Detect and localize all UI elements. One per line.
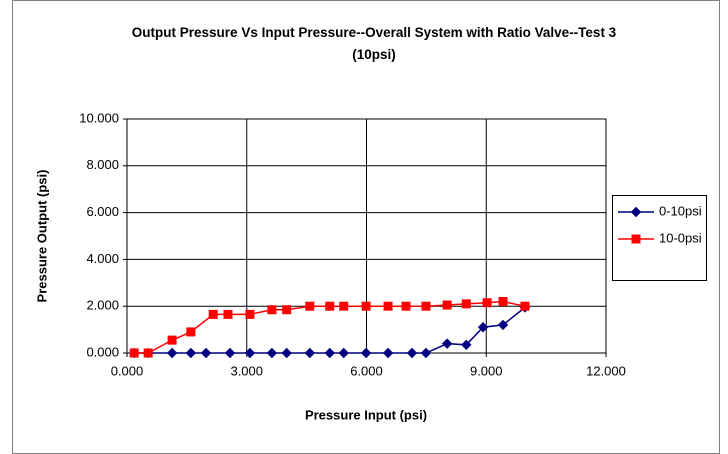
marker — [406, 347, 418, 359]
y-tick-label: 10.000 — [79, 110, 119, 125]
y-tick-label: 8.000 — [86, 157, 119, 172]
x-tick-label: 3.000 — [230, 363, 263, 378]
x-tick-label: 0.000 — [111, 363, 144, 378]
marker — [630, 206, 642, 218]
marker — [185, 347, 197, 359]
marker — [223, 309, 233, 319]
y-tick-label: 4.000 — [86, 251, 119, 266]
x-tick-label: 9.000 — [470, 363, 503, 378]
legend-box — [612, 195, 707, 281]
marker — [477, 322, 489, 333]
marker — [143, 348, 153, 358]
marker — [338, 347, 349, 359]
marker — [167, 335, 177, 345]
marker — [339, 301, 349, 311]
x-axis-label: Pressure Input (psi) — [305, 407, 427, 422]
y-axis-label: Pressure Output (psi) — [34, 170, 49, 303]
marker — [498, 297, 508, 307]
legend-label: 0-10psi — [659, 203, 702, 218]
marker — [245, 309, 255, 319]
x-tick-label: 12.000 — [586, 363, 626, 378]
y-tick-label: 2.000 — [86, 298, 119, 313]
marker — [281, 347, 292, 359]
marker — [208, 309, 218, 319]
legend-label: 10-0psi — [659, 230, 702, 245]
marker — [383, 301, 393, 311]
marker — [461, 339, 472, 351]
marker — [224, 347, 236, 359]
marker — [520, 301, 530, 311]
marker — [324, 347, 335, 359]
x-tick-label: 6.000 — [350, 363, 383, 378]
marker — [200, 347, 212, 359]
marker — [166, 347, 178, 359]
marker — [361, 301, 371, 311]
marker — [382, 347, 394, 359]
marker — [421, 301, 431, 311]
marker — [442, 300, 452, 310]
marker — [282, 305, 292, 315]
marker — [325, 301, 335, 311]
marker — [267, 305, 277, 315]
marker — [186, 327, 196, 337]
marker — [482, 298, 492, 308]
marker — [129, 348, 139, 358]
marker — [401, 301, 411, 311]
chart-title: Output Pressure Vs Input Pressure--Overa… — [131, 25, 617, 62]
marker — [266, 347, 278, 359]
y-tick-label: 6.000 — [86, 204, 119, 219]
marker — [461, 299, 471, 309]
marker — [441, 338, 453, 349]
marker — [420, 347, 432, 359]
marker — [631, 234, 641, 244]
marker — [497, 319, 509, 331]
marker — [304, 347, 316, 359]
marker — [360, 347, 372, 359]
marker — [244, 347, 256, 359]
y-tick-label: 0.000 — [86, 344, 119, 359]
marker — [305, 301, 315, 311]
